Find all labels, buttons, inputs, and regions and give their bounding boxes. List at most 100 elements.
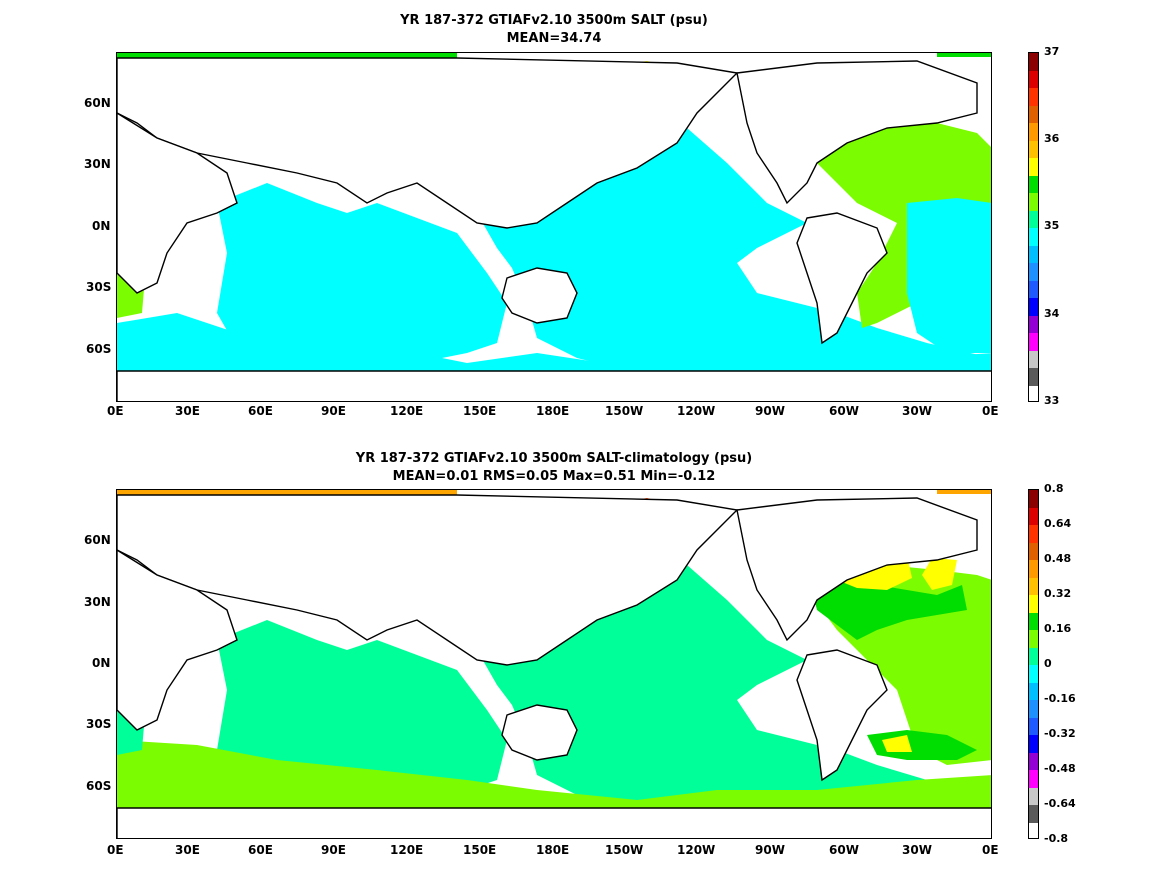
bottom-lon-label: 30E bbox=[175, 843, 200, 857]
bottom-colorbar bbox=[1028, 489, 1039, 839]
top-lon-label: 0E bbox=[107, 404, 124, 418]
top-colorbar bbox=[1028, 52, 1039, 402]
top-colorbar-seg bbox=[1029, 193, 1038, 211]
bottom-colorbar-label: 0.64 bbox=[1044, 517, 1072, 530]
top-colorbar-label: 34 bbox=[1044, 307, 1060, 320]
top-colorbar-seg bbox=[1029, 53, 1038, 71]
top-indian-field bbox=[217, 183, 507, 363]
bottom-colorbar-seg bbox=[1029, 787, 1038, 805]
bottom-colorbar-label: 0.32 bbox=[1044, 587, 1072, 600]
bottom-colorbar-label: -0.64 bbox=[1044, 797, 1076, 810]
bottom-lon-label: 0E bbox=[107, 843, 124, 857]
bottom-arctic-orange bbox=[117, 490, 457, 495]
bottom-lon-label: 120W bbox=[677, 843, 716, 857]
top-lon-label: 30E bbox=[175, 404, 200, 418]
bottom-colorbar-seg bbox=[1029, 560, 1038, 578]
top-atlantic-field bbox=[807, 123, 991, 328]
bottom-colorbar-label: -0.16 bbox=[1044, 692, 1076, 705]
top-antarctica-land bbox=[117, 370, 991, 401]
top-lon-label: 60W bbox=[829, 404, 859, 418]
bottom-colorbar-seg bbox=[1029, 630, 1038, 648]
bottom-lon-label: 90W bbox=[755, 843, 785, 857]
top-title-line2: MEAN=34.74 bbox=[506, 31, 602, 46]
top-satlantic-field bbox=[907, 198, 991, 353]
top-colorbar-seg bbox=[1029, 245, 1038, 263]
bottom-lon-label: 150W bbox=[605, 843, 644, 857]
bottom-colorbar-label: 0.8 bbox=[1044, 482, 1064, 495]
bottom-lat-label-30n: 30N bbox=[84, 595, 111, 609]
top-lon-label: 150W bbox=[605, 404, 644, 418]
bottom-lon-label: 60W bbox=[829, 843, 859, 857]
bottom-colorbar-seg bbox=[1029, 665, 1038, 683]
bottom-lat-label-0n: 0N bbox=[92, 656, 111, 670]
bottom-antarctica-land bbox=[117, 807, 991, 838]
top-colorbar-seg bbox=[1029, 70, 1038, 88]
top-africa-land bbox=[117, 112, 238, 294]
bottom-colorbar-seg bbox=[1029, 612, 1038, 630]
bottom-namerica-land bbox=[736, 497, 978, 642]
top-title-line1: YR 187-372 GTIAFv2.10 3500m SALT (psu) bbox=[400, 13, 708, 28]
top-lon-label: 180E bbox=[536, 404, 570, 418]
bottom-lon-label: 60E bbox=[248, 843, 273, 857]
bottom-colorbar-seg bbox=[1029, 700, 1038, 718]
top-namerica-land bbox=[736, 60, 978, 205]
top-colorbar-seg bbox=[1029, 140, 1038, 158]
bottom-colorbar-seg bbox=[1029, 525, 1038, 543]
bottom-arctic-orange-2 bbox=[937, 490, 991, 494]
top-colorbar-seg bbox=[1029, 228, 1038, 246]
bottom-colorbar-label: -0.32 bbox=[1044, 727, 1076, 740]
top-arctic-green bbox=[117, 53, 457, 58]
top-colorbar-seg bbox=[1029, 105, 1038, 123]
top-colorbar-label: 33 bbox=[1044, 394, 1060, 407]
bottom-colorbar-seg bbox=[1029, 577, 1038, 595]
top-lat-label-30s: 30S bbox=[86, 280, 112, 294]
top-arctic-green-2 bbox=[937, 53, 991, 57]
bottom-colorbar-seg bbox=[1029, 735, 1038, 753]
top-colorbar-seg bbox=[1029, 123, 1038, 141]
top-colorbar-seg bbox=[1029, 368, 1038, 386]
bottom-title-line1: YR 187-372 GTIAFv2.10 3500m SALT-climato… bbox=[355, 451, 753, 466]
top-colorbar-seg bbox=[1029, 350, 1038, 368]
bottom-natlantic-green bbox=[812, 582, 967, 640]
bottom-lon-label: 180E bbox=[536, 843, 570, 857]
top-lon-label: 60E bbox=[248, 404, 273, 418]
top-australia-land bbox=[501, 267, 578, 324]
bottom-africa-land bbox=[117, 549, 238, 731]
bottom-lat-label-60n: 60N bbox=[84, 533, 111, 547]
top-lat-label-60s: 60S bbox=[86, 342, 112, 356]
top-salinity-map bbox=[116, 52, 992, 402]
top-map-svg bbox=[117, 53, 991, 401]
bottom-colorbar-label: 0.16 bbox=[1044, 622, 1072, 635]
bottom-lon-label: 90E bbox=[321, 843, 346, 857]
bottom-colorbar-seg bbox=[1029, 507, 1038, 525]
bottom-colorbar-label: -0.48 bbox=[1044, 762, 1076, 775]
top-lon-label: 90W bbox=[755, 404, 785, 418]
top-colorbar-label: 35 bbox=[1044, 219, 1060, 232]
top-lat-label-60n: 60N bbox=[84, 96, 111, 110]
top-lon-label: 120E bbox=[390, 404, 424, 418]
top-lon-label: 30W bbox=[902, 404, 932, 418]
top-colorbar-seg bbox=[1029, 280, 1038, 298]
bottom-colorbar-label: 0 bbox=[1044, 657, 1052, 670]
top-colorbar-seg bbox=[1029, 210, 1038, 228]
top-colorbar-seg bbox=[1029, 158, 1038, 176]
top-colorbar-seg bbox=[1029, 88, 1038, 106]
bottom-title-line2: MEAN=0.01 RMS=0.05 Max=0.51 Min=-0.12 bbox=[392, 469, 716, 484]
bottom-lon-label: 120E bbox=[390, 843, 424, 857]
bottom-colorbar-label: -0.8 bbox=[1044, 832, 1069, 845]
top-colorbar-seg bbox=[1029, 175, 1038, 193]
top-lon-label: 0E bbox=[982, 404, 999, 418]
bottom-colorbar-seg bbox=[1029, 770, 1038, 788]
bottom-australia-land bbox=[501, 704, 578, 761]
bottom-indian-field bbox=[217, 620, 507, 800]
top-lon-label: 90E bbox=[321, 404, 346, 418]
top-lat-label-30n: 30N bbox=[84, 157, 111, 171]
top-lon-label: 120W bbox=[677, 404, 716, 418]
bottom-lat-label-60s: 60S bbox=[86, 779, 112, 793]
bottom-lon-label: 30W bbox=[902, 843, 932, 857]
bottom-colorbar-seg bbox=[1029, 682, 1038, 700]
top-colorbar-seg bbox=[1029, 298, 1038, 316]
bottom-map-svg bbox=[117, 490, 991, 838]
bottom-colorbar-seg bbox=[1029, 717, 1038, 735]
top-lon-label: 150E bbox=[463, 404, 497, 418]
